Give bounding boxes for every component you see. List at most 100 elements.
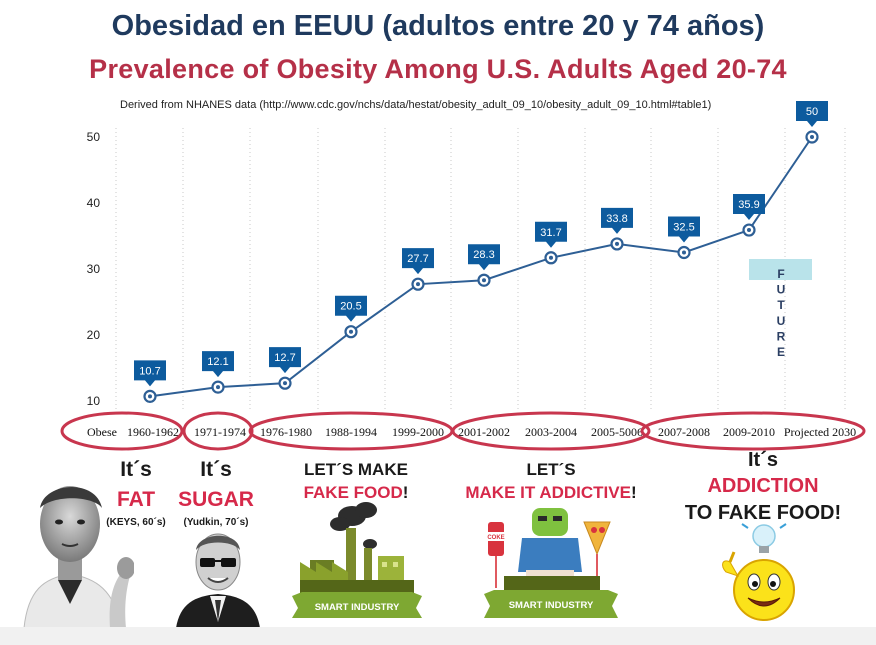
data-label-bubble: [601, 207, 633, 234]
factory2-badge-text: SMART INDUSTRY: [509, 600, 594, 611]
data-point-center: [615, 241, 619, 246]
era-sugar-line2: SUGAR: [178, 487, 254, 511]
title-english: Prevalence of Obesity Among U.S. Adults …: [89, 54, 787, 84]
y-tick-label: 20: [87, 328, 101, 342]
x-tick-label: 2005-5006: [591, 425, 643, 439]
data-point-center: [682, 250, 686, 255]
era-fat-line2: FAT: [116, 487, 156, 511]
data-label-bubble: [202, 351, 234, 378]
x-tick-label: 2009-2010: [723, 425, 775, 439]
yudkin-portrait-illustration: [176, 533, 260, 628]
era-addiction-caption: It´s ADDICTION TO FAKE FOOD!: [660, 449, 866, 524]
factory-illustration: SMART INDUSTRY: [292, 502, 422, 618]
era-sugar-sub: (Yudkin, 70´s): [183, 517, 249, 529]
era-fakefood-line2: FAKE FOOD: [303, 483, 403, 503]
data-label: 28.3: [473, 249, 494, 261]
data-label: 12.7: [274, 352, 295, 364]
data-label: 12.1: [207, 356, 228, 368]
future-band: [749, 259, 812, 280]
keys-portrait-illustration: [23, 486, 134, 628]
data-label-bubble: [668, 216, 700, 243]
x-tick-label: 1960-1962: [127, 425, 179, 439]
data-point-center: [549, 255, 553, 260]
era-fat-line1: It´s: [120, 458, 152, 481]
y-tick-label: 10: [87, 394, 101, 408]
era-sugar-line1: It´s: [200, 458, 232, 481]
chart-series: [143, 130, 819, 403]
data-point-center: [283, 381, 287, 386]
era-sugar-caption: It´s SUGAR (Yudkin, 70´s): [176, 458, 256, 528]
idea-smiley-illustration: [722, 523, 795, 621]
data-point-center: [482, 278, 486, 283]
data-label: 32.5: [673, 222, 694, 234]
addictive-factory-illustration: COKE SMART INDUSTRY: [484, 508, 618, 618]
era-addiction-line1: It´s: [748, 449, 778, 471]
x-tick-label: 1988-1994: [325, 425, 377, 439]
y-axis: 10 20 30 40 50: [87, 130, 101, 408]
era-fat-sub: (KEYS, 60´s): [106, 517, 166, 529]
data-label: 33.8: [606, 213, 627, 225]
era-fakefood-caption: LET´S MAKE FAKE FOOD!: [282, 460, 430, 502]
data-point-center: [747, 228, 751, 233]
era-ellipse: [451, 411, 651, 451]
x-axis-title: Obese: [87, 425, 117, 439]
data-label: 27.7: [407, 253, 428, 265]
x-tick-label: 2007-2008: [658, 425, 710, 439]
x-tick-label: 1999-2000: [392, 425, 444, 439]
future-letter: R: [777, 329, 786, 343]
data-label-bubble: [402, 248, 434, 275]
future-letter: E: [777, 345, 785, 359]
data-label-bubble: [468, 244, 500, 271]
data-labels: 10.7 12.1 12.7 20.5 27.7 28.3 31.7 33.8 32.5 35.9…: [134, 101, 828, 387]
data-label-bubble: [535, 221, 567, 248]
data-label: 31.7: [540, 227, 561, 239]
y-tick-label: 50: [87, 130, 101, 144]
y-tick-label: 40: [87, 196, 101, 210]
data-label-bubble: [269, 347, 301, 374]
era-addiction-line3: TO FAKE FOOD!: [684, 501, 842, 524]
era-ellipse: [182, 411, 254, 451]
era-addictive-caption: LET´S MAKE IT ADDICTIVE!: [440, 460, 662, 502]
era-fakefood-line1: LET´S MAKE: [304, 460, 408, 479]
era-fakefood-bang: !: [402, 483, 409, 503]
y-tick-label: 30: [87, 262, 101, 276]
source-note: Derived from NHANES data (http://www.cdc…: [120, 99, 712, 111]
future-letter: T: [777, 298, 785, 312]
era-addictive-line2: MAKE IT ADDICTIVE: [465, 483, 631, 503]
future-letter: U: [777, 283, 786, 297]
x-tick-label: 1971-1974: [194, 425, 246, 439]
data-label: 35.9: [738, 199, 759, 211]
title-spanish: Obesidad en EEUU (adultos entre 20 y 74 …: [111, 10, 765, 42]
data-point-center: [349, 329, 353, 334]
x-tick-label: Projected 2030: [784, 425, 856, 439]
x-tick-label: 1976-1980: [260, 425, 312, 439]
era-addictive-line1: LET´S: [526, 460, 576, 479]
x-tick-label: 2001-2002: [458, 425, 510, 439]
era-addiction-line2: ADDICTION: [707, 475, 819, 498]
data-label-bubble: [335, 295, 367, 322]
data-label-bubble: [796, 101, 828, 127]
era-ellipses: [60, 411, 866, 451]
x-axis: Obese 1960-1962 1971-1974 1976-1980 1988-199…: [87, 425, 856, 439]
future-letter: F: [777, 267, 784, 281]
data-label: 10.7: [139, 365, 160, 377]
data-point-center: [216, 385, 220, 390]
data-point-center: [416, 282, 420, 287]
coke-can-label: COKE: [487, 535, 504, 541]
data-point-center: [148, 394, 152, 399]
factory-badge-text: SMART INDUSTRY: [315, 602, 400, 613]
data-label: 20.5: [340, 301, 361, 313]
data-point-center: [810, 135, 814, 139]
data-label-bubble: [134, 360, 166, 387]
era-ellipse: [640, 411, 866, 451]
era-ellipse: [60, 411, 184, 451]
era-fat-caption: It´s FAT (KEYS, 60´s): [96, 458, 176, 528]
series-line: [149, 136, 813, 398]
data-label-bubble: [733, 194, 765, 221]
era-addictive-bang: !: [630, 483, 637, 503]
data-label: 50: [806, 106, 818, 118]
x-tick-label: 2003-2004: [525, 425, 577, 439]
future-letter: U: [777, 314, 786, 328]
